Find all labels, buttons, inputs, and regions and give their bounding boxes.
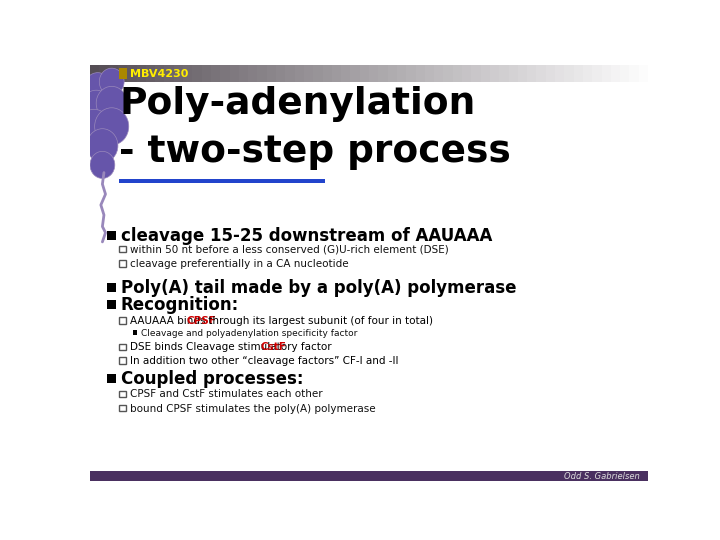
FancyBboxPatch shape bbox=[387, 65, 397, 82]
FancyBboxPatch shape bbox=[266, 65, 276, 82]
FancyBboxPatch shape bbox=[107, 231, 116, 240]
FancyBboxPatch shape bbox=[518, 65, 528, 82]
FancyBboxPatch shape bbox=[120, 179, 325, 183]
FancyBboxPatch shape bbox=[425, 65, 435, 82]
FancyBboxPatch shape bbox=[555, 65, 565, 82]
Text: CstF: CstF bbox=[261, 342, 287, 353]
Ellipse shape bbox=[87, 129, 118, 163]
FancyBboxPatch shape bbox=[351, 65, 361, 82]
FancyBboxPatch shape bbox=[332, 65, 342, 82]
FancyBboxPatch shape bbox=[397, 65, 407, 82]
FancyBboxPatch shape bbox=[406, 65, 416, 82]
FancyBboxPatch shape bbox=[202, 65, 212, 82]
FancyBboxPatch shape bbox=[164, 65, 174, 82]
Text: Poly-adenylation: Poly-adenylation bbox=[120, 86, 476, 123]
FancyBboxPatch shape bbox=[118, 65, 128, 82]
FancyBboxPatch shape bbox=[472, 65, 482, 82]
FancyBboxPatch shape bbox=[574, 65, 584, 82]
Text: bound CPSF stimulates the poly(A) polymerase: bound CPSF stimulates the poly(A) polyme… bbox=[130, 404, 376, 414]
FancyBboxPatch shape bbox=[285, 65, 295, 82]
Text: Coupled processes:: Coupled processes: bbox=[121, 370, 304, 388]
Ellipse shape bbox=[77, 109, 111, 146]
Text: cleavage 15-25 downstream of AAUAAA: cleavage 15-25 downstream of AAUAAA bbox=[121, 227, 492, 245]
FancyBboxPatch shape bbox=[294, 65, 305, 82]
FancyBboxPatch shape bbox=[536, 65, 546, 82]
FancyBboxPatch shape bbox=[211, 65, 221, 82]
FancyBboxPatch shape bbox=[620, 65, 630, 82]
FancyBboxPatch shape bbox=[323, 65, 333, 82]
FancyBboxPatch shape bbox=[137, 65, 147, 82]
FancyBboxPatch shape bbox=[107, 374, 116, 383]
Text: Poly(A) tail made by a poly(A) polymerase: Poly(A) tail made by a poly(A) polymeras… bbox=[121, 279, 516, 297]
FancyBboxPatch shape bbox=[369, 65, 379, 82]
FancyBboxPatch shape bbox=[90, 471, 648, 481]
Text: DSE binds Cleavage stimulatory factor: DSE binds Cleavage stimulatory factor bbox=[130, 342, 336, 353]
FancyBboxPatch shape bbox=[99, 65, 109, 82]
FancyBboxPatch shape bbox=[107, 300, 116, 309]
FancyBboxPatch shape bbox=[120, 68, 127, 79]
FancyBboxPatch shape bbox=[183, 65, 193, 82]
FancyBboxPatch shape bbox=[453, 65, 463, 82]
FancyBboxPatch shape bbox=[107, 284, 116, 292]
FancyBboxPatch shape bbox=[593, 65, 602, 82]
FancyBboxPatch shape bbox=[415, 65, 426, 82]
FancyBboxPatch shape bbox=[499, 65, 509, 82]
Text: AAUAAA binds: AAUAAA binds bbox=[130, 316, 209, 326]
FancyBboxPatch shape bbox=[360, 65, 370, 82]
FancyBboxPatch shape bbox=[490, 65, 500, 82]
FancyBboxPatch shape bbox=[444, 65, 454, 82]
FancyBboxPatch shape bbox=[276, 65, 286, 82]
Text: Odd S. Gabrielsen: Odd S. Gabrielsen bbox=[564, 472, 640, 481]
FancyBboxPatch shape bbox=[258, 65, 267, 82]
FancyBboxPatch shape bbox=[341, 65, 351, 82]
FancyBboxPatch shape bbox=[174, 65, 184, 82]
Ellipse shape bbox=[94, 108, 129, 145]
Text: In addition two other “cleavage factors” CF-I and -II: In addition two other “cleavage factors”… bbox=[130, 356, 399, 366]
FancyBboxPatch shape bbox=[527, 65, 537, 82]
Ellipse shape bbox=[96, 86, 127, 120]
FancyBboxPatch shape bbox=[611, 65, 621, 82]
FancyBboxPatch shape bbox=[313, 65, 323, 82]
FancyBboxPatch shape bbox=[462, 65, 472, 82]
FancyBboxPatch shape bbox=[629, 65, 639, 82]
FancyBboxPatch shape bbox=[132, 330, 138, 335]
Text: - two-step process: - two-step process bbox=[120, 134, 511, 170]
Text: Cleavage and polyadenylation specificity factor: Cleavage and polyadenylation specificity… bbox=[141, 329, 358, 338]
Ellipse shape bbox=[81, 90, 112, 124]
Text: cleavage preferentially in a CA nucleotide: cleavage preferentially in a CA nucleoti… bbox=[130, 259, 349, 269]
Text: through its largest subunit (of four in total): through its largest subunit (of four in … bbox=[205, 316, 433, 326]
Text: MBV4230: MBV4230 bbox=[130, 69, 189, 79]
FancyBboxPatch shape bbox=[230, 65, 240, 82]
FancyBboxPatch shape bbox=[546, 65, 556, 82]
FancyBboxPatch shape bbox=[434, 65, 444, 82]
FancyBboxPatch shape bbox=[145, 65, 156, 82]
FancyBboxPatch shape bbox=[378, 65, 388, 82]
FancyBboxPatch shape bbox=[564, 65, 575, 82]
Ellipse shape bbox=[99, 68, 124, 95]
FancyBboxPatch shape bbox=[192, 65, 202, 82]
FancyBboxPatch shape bbox=[127, 65, 138, 82]
FancyBboxPatch shape bbox=[155, 65, 165, 82]
Ellipse shape bbox=[84, 73, 112, 103]
FancyBboxPatch shape bbox=[239, 65, 249, 82]
Text: CPSF and CstF stimulates each other: CPSF and CstF stimulates each other bbox=[130, 389, 323, 400]
FancyBboxPatch shape bbox=[304, 65, 314, 82]
FancyBboxPatch shape bbox=[90, 65, 100, 82]
FancyBboxPatch shape bbox=[508, 65, 518, 82]
Ellipse shape bbox=[90, 151, 114, 178]
FancyBboxPatch shape bbox=[481, 65, 490, 82]
Text: within 50 nt before a less conserved (G)U-rich element (DSE): within 50 nt before a less conserved (G)… bbox=[130, 245, 449, 254]
Text: Recognition:: Recognition: bbox=[121, 296, 239, 314]
Text: CPSF: CPSF bbox=[187, 316, 217, 326]
FancyBboxPatch shape bbox=[109, 65, 119, 82]
FancyBboxPatch shape bbox=[583, 65, 593, 82]
FancyBboxPatch shape bbox=[601, 65, 611, 82]
FancyBboxPatch shape bbox=[639, 65, 649, 82]
FancyBboxPatch shape bbox=[220, 65, 230, 82]
FancyBboxPatch shape bbox=[248, 65, 258, 82]
